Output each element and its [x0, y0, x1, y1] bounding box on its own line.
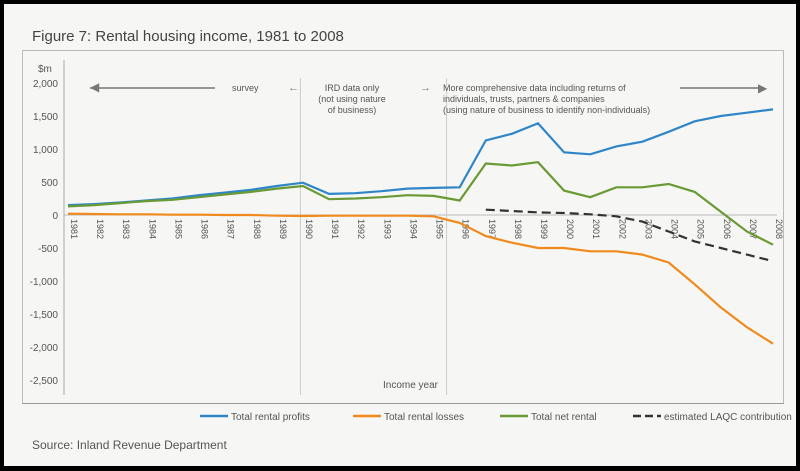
x-tick-label: 2004: [670, 219, 680, 239]
annotation-ird-2: (not using nature: [318, 94, 386, 104]
x-tick-label: 1987: [226, 219, 236, 239]
x-tick-label: 1990: [304, 219, 314, 239]
legend-label: Total rental losses: [384, 412, 464, 423]
y-tick-label: 0: [52, 211, 58, 222]
y-tick-label: -2,000: [30, 343, 59, 354]
x-tick-label: 2002: [617, 219, 627, 239]
annotation-comp-2: individuals, trusts, partners & companie…: [443, 94, 605, 104]
y-tick-label: -2,500: [30, 376, 59, 387]
y-tick-label: 1,500: [33, 112, 58, 123]
y-tick-label: 2,000: [33, 79, 58, 90]
x-tick-label: 1992: [356, 219, 366, 239]
x-tick-label: 1996: [461, 219, 471, 239]
x-tick-label: 1985: [173, 219, 183, 239]
x-tick-label: 2006: [722, 219, 732, 239]
legend-label: estimated LAQC contribution: [664, 412, 792, 423]
x-tick-label: 2005: [696, 219, 706, 239]
series-line-total-net-rental: [67, 161, 774, 246]
series-line-total-rental-profits: [67, 108, 774, 207]
x-tick-label: 1982: [95, 219, 105, 239]
x-tick-label: 2007: [748, 219, 758, 239]
source-note: Source: Inland Revenue Department: [32, 438, 227, 452]
x-tick-label: 1991: [330, 219, 340, 239]
x-tick-label: 1994: [408, 219, 418, 239]
x-tick-label: 2003: [643, 219, 653, 239]
legend-label: Total rental profits: [231, 412, 310, 423]
arrow-left-icon: ←: [288, 82, 299, 94]
x-tick-label: 1984: [147, 219, 157, 239]
chart-frame: [22, 50, 784, 404]
y-tick-label: -1,000: [30, 277, 59, 288]
y-tick-label: 1,000: [33, 145, 58, 156]
x-tick-label: 1981: [69, 219, 79, 239]
y-axis-label: $m: [38, 64, 52, 75]
arrow-left-icon: ◀: [90, 80, 100, 94]
y-tick-label: -1,500: [30, 310, 59, 321]
x-tick-label: 2008: [774, 219, 784, 239]
series-line-total-rental-losses: [67, 212, 774, 345]
x-tick-label: 2001: [591, 219, 601, 239]
x-tick-label: 1983: [121, 219, 131, 239]
x-axis-label: Income year: [383, 380, 439, 391]
x-tick-label: 1993: [382, 219, 392, 239]
x-tick-label: 1998: [513, 219, 523, 239]
x-tick-label: 2000: [565, 219, 575, 239]
annotation-ird-3: of business): [328, 105, 377, 115]
legend-label: Total net rental: [531, 412, 597, 423]
arrow-right-icon: ▶: [758, 81, 768, 95]
x-tick-label: 1995: [435, 219, 445, 239]
x-tick-label: 1988: [252, 219, 262, 239]
y-tick-label: -500: [38, 244, 58, 255]
series-line-estimated-laqc-contribution: [485, 208, 774, 263]
annotation-ird-1: IRD data only: [325, 83, 380, 93]
annotation-comp-3: (using nature of business to identify no…: [443, 105, 650, 115]
x-tick-label: 1989: [278, 219, 288, 239]
arrow-right-icon: →: [420, 82, 431, 94]
y-tick-label: 500: [41, 178, 58, 189]
annotation-survey: survey: [232, 83, 259, 93]
x-tick-label: 1999: [539, 219, 549, 239]
x-tick-label: 1986: [200, 219, 210, 239]
figure-card: Figure 7: Rental housing income, 1981 to…: [4, 4, 796, 466]
x-tick-label: 1997: [487, 219, 497, 239]
annotation-comp-1: More comprehensive data including return…: [443, 83, 626, 93]
chart-title: Figure 7: Rental housing income, 1981 to…: [32, 28, 344, 45]
